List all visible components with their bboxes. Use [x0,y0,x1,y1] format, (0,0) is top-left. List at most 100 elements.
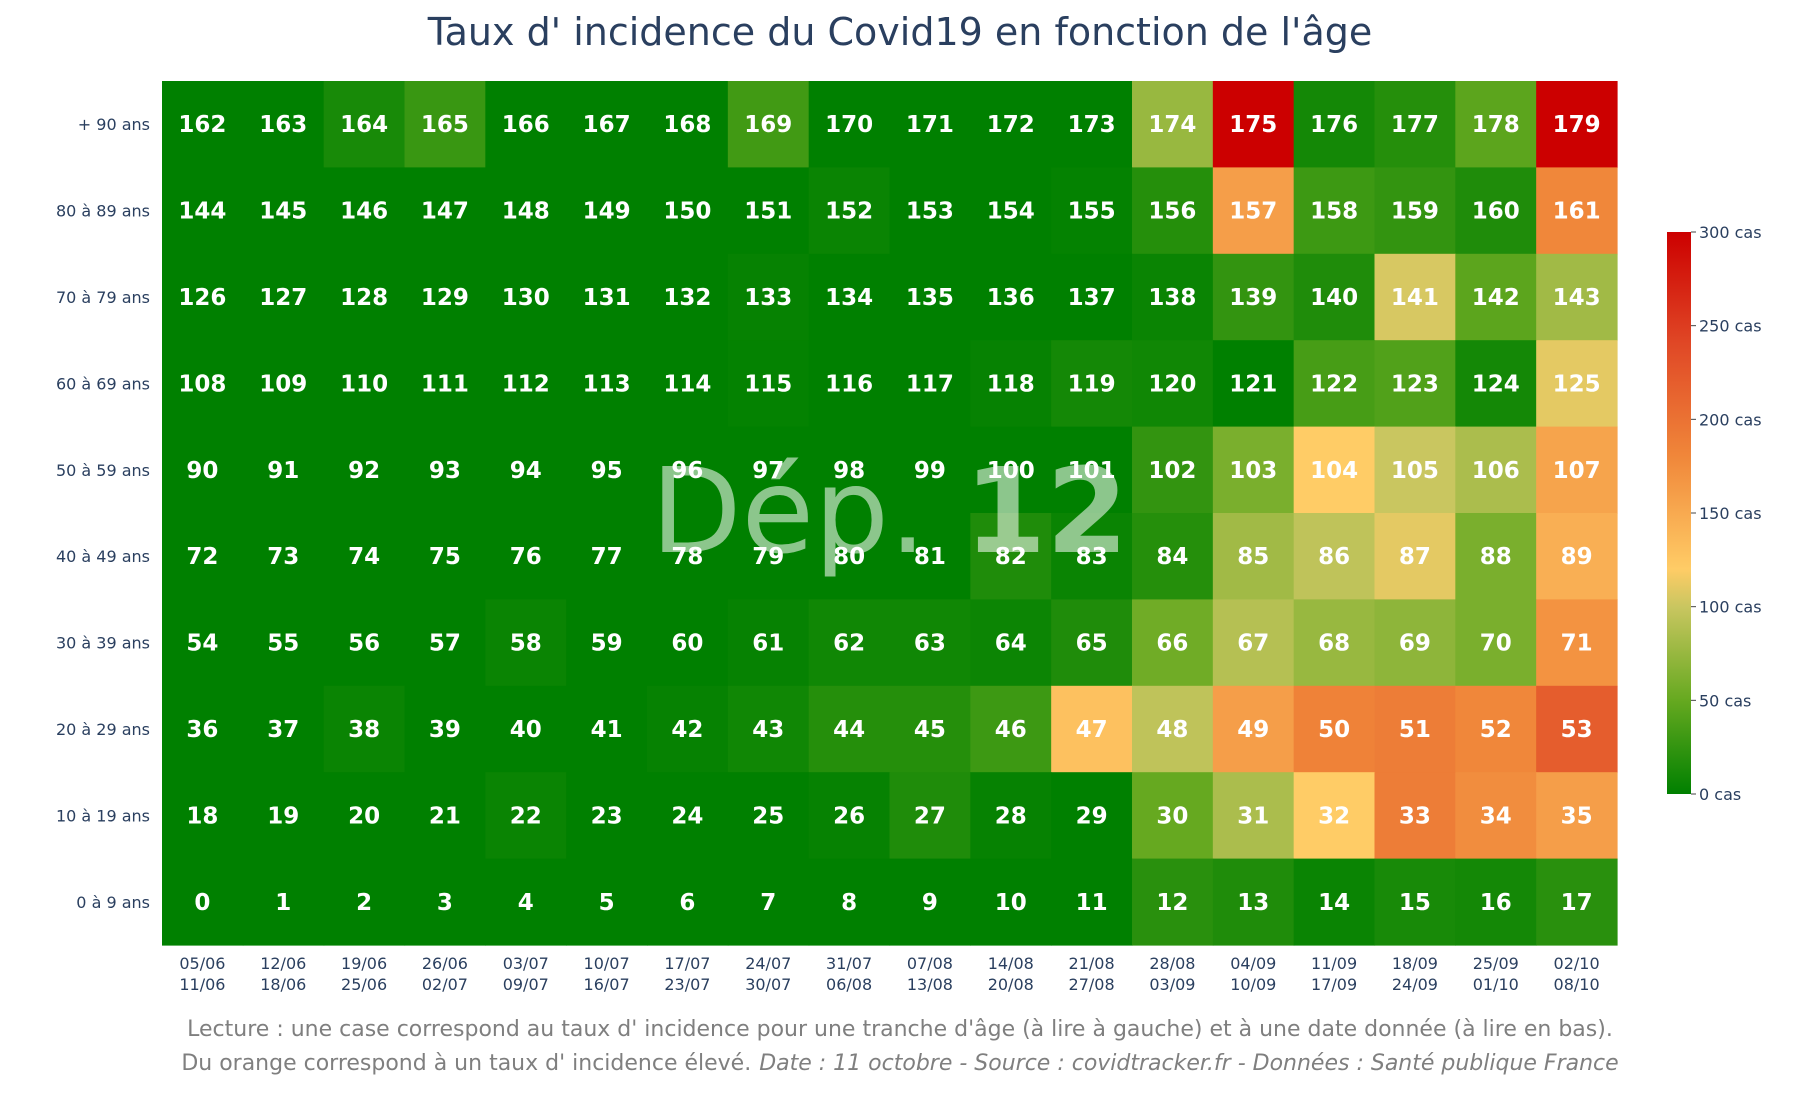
cell-label: 113 [583,371,631,397]
heatmap-cell [727,772,810,860]
cell-label: 152 [825,199,873,225]
cell-label: 151 [744,199,792,225]
cell-label: 25 [752,803,784,829]
cell-label: 128 [340,285,388,311]
heatmap-cell [242,167,325,255]
cell-label: 167 [583,112,631,138]
cell-label: 4 [518,890,534,916]
cell-label: 177 [1391,112,1439,138]
x-tick-label-start: 31/07 [826,954,872,973]
y-tick-label: 70 à 79 ans [56,288,150,307]
x-tick-label-start: 10/07 [584,954,630,973]
heatmap-cell [970,513,1052,600]
cell-label: 171 [906,112,954,138]
x-tick-label-start: 04/09 [1230,954,1276,973]
cell-label: 99 [914,458,946,484]
cell-label: 0 [194,890,210,916]
heatmap-cell [566,81,648,168]
cell-label: 175 [1229,112,1277,138]
heatmap-cell [1455,340,1537,428]
heatmap-cell [162,167,244,255]
cell-label: 70 [1480,631,1512,657]
cell-label: 10 [995,890,1027,916]
heatmap-cell [566,858,648,946]
x-tick-label-start: 19/06 [341,954,387,973]
heatmap-cell [727,599,810,687]
heatmap-cell [727,426,810,514]
heatmap-cell [1051,513,1133,600]
x-tick-label-end: 27/08 [1069,975,1115,994]
cell-label: 78 [671,544,703,570]
cell-label: 62 [833,631,865,657]
y-tick-label: + 90 ans [78,115,150,134]
heatmap-cell [404,167,486,255]
cell-label: 38 [348,717,380,743]
colorbar-tick-label: 150 cas [1699,504,1762,523]
cell-label: 97 [752,458,784,484]
heatmap-cell [647,340,729,428]
cell-label: 155 [1068,199,1116,225]
heatmap-cell [1536,685,1618,773]
cell-label: 34 [1480,803,1512,829]
caption-legend-source: Du orange correspond à un taux d' incide… [0,1051,1800,1076]
heatmap-cell [404,772,486,860]
heatmap-cell [242,685,325,773]
heatmap-cell [647,513,729,600]
heatmap-cell [808,426,891,514]
y-tick-label: 0 à 9 ans [76,893,150,912]
cell-label: 95 [591,458,623,484]
heatmap-cell [1293,340,1376,428]
cell-label: 75 [429,544,461,570]
cell-label: 120 [1148,371,1196,397]
colorbar-tick-label: 200 cas [1699,410,1762,429]
cell-label: 101 [1068,458,1116,484]
heatmap-cell [1536,340,1618,428]
cell-label: 51 [1399,717,1431,743]
x-tick-label-start: 17/07 [664,954,710,973]
cell-label: 144 [178,199,226,225]
cell-label: 98 [833,458,865,484]
y-tick-label: 50 à 59 ans [56,461,150,480]
heatmap-cell [485,599,567,687]
heatmap-cell [1132,772,1214,860]
heatmap-cell [1374,340,1456,428]
heatmap-cell [566,772,648,860]
cell-label: 80 [833,544,865,570]
x-tick-label-start: 12/06 [260,954,306,973]
x-tick-label-end: 30/07 [745,975,791,994]
cell-label: 83 [1076,544,1108,570]
cell-label: 119 [1068,371,1116,397]
cell-label: 77 [591,544,623,570]
heatmap-cell [889,253,971,341]
heatmap-cell [1212,858,1295,946]
heatmap-cell [162,81,244,168]
heatmap-cell [808,599,891,687]
heatmap-cell [1293,253,1376,341]
heatmap-cell [485,340,567,428]
heatmap-cell [1374,253,1456,341]
heatmap-cell [647,772,729,860]
heatmap-cell [1536,599,1618,687]
x-tick-label-start: 07/08 [907,954,953,973]
cell-label: 149 [583,199,631,225]
cell-label: 84 [1156,544,1188,570]
cell-label: 50 [1318,717,1350,743]
cell-label: 2 [356,890,372,916]
heatmap-cell [1455,167,1537,255]
heatmap-cell [242,599,325,687]
cell-label: 66 [1156,631,1188,657]
cell-label: 47 [1076,717,1108,743]
heatmap-cell [1212,81,1295,168]
cell-label: 53 [1561,717,1593,743]
heatmap-cell [242,253,325,341]
watermark-dep-number: 12 [964,442,1128,580]
cell-label: 61 [752,631,784,657]
cell-label: 68 [1318,631,1350,657]
heatmap-cell [1132,253,1214,341]
heatmap-cell [485,81,567,168]
colorbar-tick-label: 50 cas [1699,691,1751,710]
heatmap-cell [1132,340,1214,428]
cell-label: 73 [267,544,299,570]
cell-label: 71 [1561,631,1593,657]
